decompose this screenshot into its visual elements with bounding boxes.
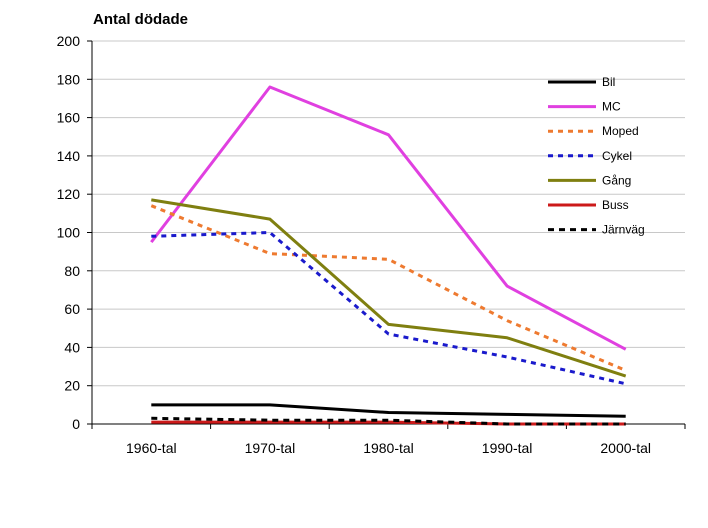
- y-axis-label: Antal dödade: [93, 11, 189, 28]
- x-tick-label: 1990-tal: [482, 440, 533, 456]
- legend-label: Gång: [602, 173, 631, 187]
- series-line-cykel: [151, 231, 627, 386]
- y-tick-label: 0: [72, 416, 80, 432]
- y-tick-label: 180: [57, 71, 81, 87]
- y-tick-label: 100: [57, 225, 81, 241]
- axes: 0 20 40 60 80 100 120 140 160 180 200 1960-tal 1970-…: [57, 33, 686, 456]
- y-tick-label: 160: [57, 110, 81, 126]
- legend-label: Järnväg: [602, 223, 645, 237]
- gridlines: [92, 40, 685, 387]
- legend-label: Moped: [602, 124, 639, 138]
- y-tick-label: 200: [57, 33, 81, 49]
- y-tick-label: 80: [64, 263, 80, 279]
- y-tick-label: 20: [64, 378, 80, 394]
- x-tick-label: 1960-tal: [126, 440, 177, 456]
- y-tick-label: 40: [64, 339, 80, 355]
- series-line-moped: [150, 204, 627, 372]
- y-tick-label: 120: [57, 186, 81, 202]
- legend-label: Buss: [602, 198, 629, 212]
- series-line-bil: [151, 403, 626, 418]
- series-line-mc: [150, 85, 627, 351]
- series-line-buss: [151, 420, 626, 426]
- y-tick-label: 60: [64, 301, 80, 317]
- series-lines: [150, 85, 627, 426]
- legend-label: Bil: [602, 75, 615, 89]
- series-line-gång: [151, 198, 627, 378]
- legend-label: MC: [602, 100, 621, 114]
- x-tick-label: 2000-tal: [600, 440, 651, 456]
- x-tick-label: 1970-tal: [245, 440, 296, 456]
- x-tick-label: 1980-tal: [363, 440, 414, 456]
- series-line-järnväg: [151, 416, 626, 426]
- y-tick-label: 140: [57, 148, 81, 164]
- legend-label: Cykel: [602, 149, 632, 163]
- legend: Bil MC Moped Cykel Gång Buss Järnväg: [548, 75, 645, 237]
